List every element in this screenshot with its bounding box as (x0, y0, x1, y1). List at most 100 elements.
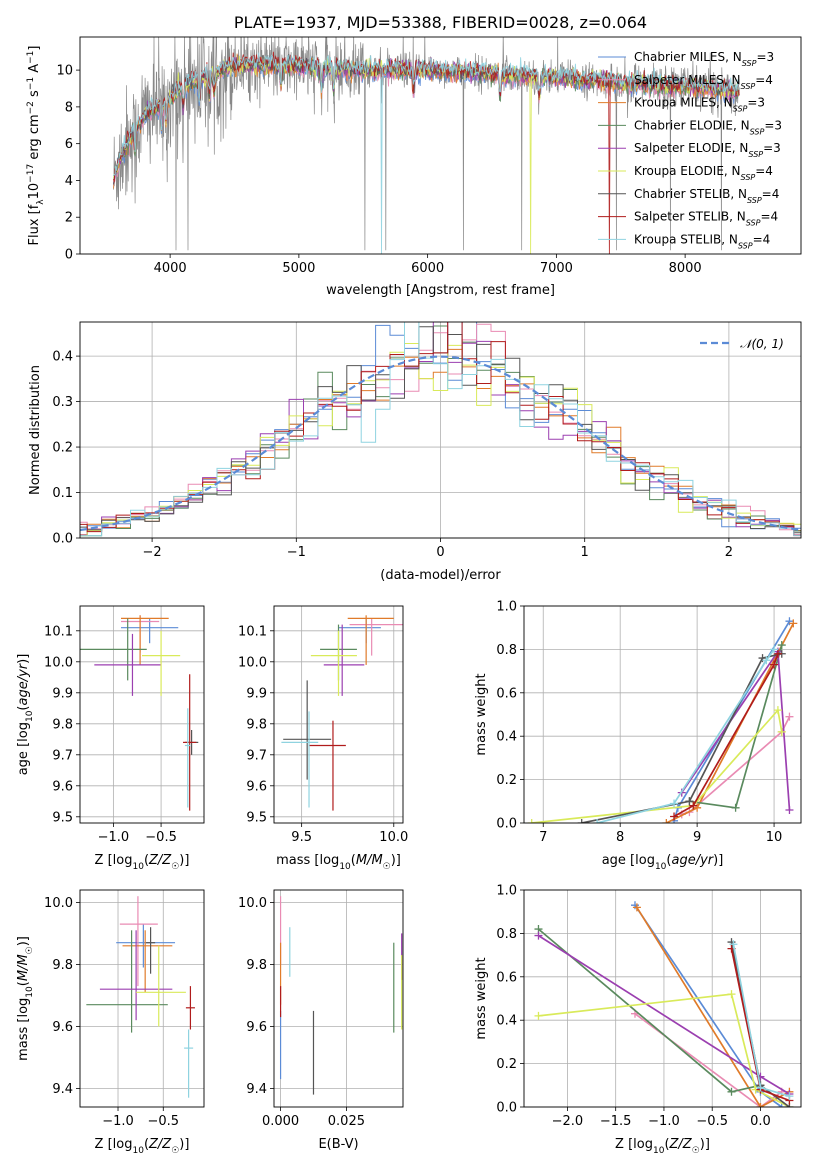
weight-series-salpeter-miles (630, 1009, 786, 1107)
age-z-axes: −1.0 −0.5 9.5 9.6 9.7 9.8 9.9 10.0 10.1 (44, 606, 204, 845)
weight-z-x-axis-label: Z [log10(Z/Z☉)] (615, 1137, 710, 1156)
age-z-frame (79, 605, 205, 824)
weight-marker (593, 819, 602, 823)
errorbar-chabrier-miles (121, 618, 179, 644)
legend-label: Salpeter ELODIE, NSSP=3 (634, 141, 781, 159)
residuals-y-axis-label: Normed distribution (28, 365, 43, 495)
x-tick-label: 6000 (411, 261, 444, 276)
x-tick-label: 8000 (669, 261, 702, 276)
errorbar-salpeter-elodie (94, 633, 162, 696)
legend-label: Chabrier STELIB, NSSP=4 (634, 187, 779, 205)
legend-label: Kroupa ELODIE, NSSP=4 (634, 164, 773, 182)
x-tick-label: 10 (766, 830, 783, 845)
normal-distribution-curve (80, 355, 801, 532)
weight-marker (762, 656, 771, 665)
y-tick-label: 0.0 (496, 1101, 517, 1116)
x-tick-label: −1.0 (648, 1114, 680, 1129)
y-tick-label: 9.8 (246, 958, 267, 973)
x-tick-label: 2 (725, 545, 733, 560)
y-tick-label: 0.6 (496, 686, 517, 701)
y-tick-label: 9.6 (52, 1020, 73, 1035)
y-tick-label: 10.0 (44, 896, 73, 911)
legend-label: Kroupa STELIB, NSSP=4 (634, 232, 770, 250)
errorbar-salpeter-elodie (99, 930, 173, 1021)
x-tick-label: 0.000 (262, 1114, 299, 1129)
weight-marker (577, 819, 586, 823)
histogram-salpeter-stelib (80, 322, 801, 536)
errorbar-kroupa-elodie (142, 630, 181, 696)
weight-marker (727, 990, 736, 999)
y-tick-label: 9.6 (246, 779, 267, 794)
mass-z-x-axis-label: Z [log10(Z/Z☉)] (95, 1137, 190, 1156)
errorbar-salpeter-stelib (309, 720, 346, 811)
legend-label: Salpeter STELIB, NSSP=4 (634, 210, 778, 228)
x-tick-label: −2 (143, 545, 162, 560)
y-tick-label: 10.0 (238, 655, 267, 670)
y-tick-label: 9.5 (246, 810, 267, 825)
y-tick-label: 9.7 (246, 748, 267, 763)
errorbar-chabrier-stelib (146, 927, 156, 974)
ebv-frame (273, 889, 404, 1108)
weight-line (538, 993, 790, 1107)
errorbar-kroupa-miles (121, 615, 169, 665)
errorbar-kroupa-stelib (184, 708, 191, 808)
y-tick-label: 1.0 (496, 884, 517, 899)
weight-marker (777, 641, 786, 650)
y-tick-label: 9.4 (52, 1082, 73, 1097)
x-tick-label: −2.0 (552, 1114, 584, 1129)
y-tick-label: 9.7 (52, 748, 73, 763)
weight-series-salpeter-stelib (670, 649, 782, 821)
y-tick-label: 0.4 (52, 350, 73, 365)
weight-marker (785, 712, 794, 721)
figure-title: PLATE=1937, MJD=53388, FIBERID=0028, z=0… (234, 13, 647, 32)
age-mass-axes: 9.5 10.0 9.5 9.6 9.7 9.8 9.9 10.0 10.1 (238, 606, 408, 845)
legend-label: 𝒩(0, 1) (740, 337, 784, 351)
ebv-x-axis-label: E(B-V) (318, 1137, 358, 1152)
weight-marker (670, 812, 679, 821)
weight-age-frame (523, 605, 802, 824)
x-tick-label: 10.0 (379, 830, 408, 845)
histogram-kroupa-elodie (80, 343, 801, 537)
x-tick-label: 9.5 (291, 830, 312, 845)
spectrum-y-axis-label: Flux [fλ10−17 erg cm−2 s−1 A−1] (26, 46, 46, 246)
weight-marker (685, 797, 694, 806)
y-tick-label: 9.9 (246, 686, 267, 701)
y-tick-label: 9.5 (52, 810, 73, 825)
y-tick-label: 9.9 (52, 686, 73, 701)
weight-z-y-axis-label: mass weight (474, 957, 489, 1039)
mass-z-plot-area (86, 896, 195, 1098)
y-tick-label: 2 (65, 211, 73, 226)
x-tick-label: 7 (539, 830, 547, 845)
y-tick-label: 9.8 (52, 717, 73, 732)
age-z-y-axis-label: age [log10(age/yr)] (16, 654, 35, 776)
mass-z-axes: −1.0 −0.5 9.4 9.6 9.8 10.0 (44, 890, 204, 1129)
x-tick-label: 1 (581, 545, 589, 560)
x-tick-label: 7000 (540, 261, 573, 276)
legend-label: Chabrier MILES, NSSP=3 (634, 50, 774, 68)
y-tick-label: 0.4 (496, 730, 517, 745)
x-tick-label: −1.5 (600, 1114, 632, 1129)
weight-age-x-axis-label: age [log10(age/yr)] (602, 853, 724, 872)
errorbar-kroupa-miles (122, 930, 173, 993)
x-tick-label: 5000 (282, 261, 315, 276)
weight-marker (689, 801, 698, 810)
weight-marker (773, 706, 782, 715)
weight-line (596, 648, 775, 823)
weight-line (673, 653, 779, 818)
weight-z-plot-area (534, 901, 794, 1107)
y-tick-label: 10.0 (44, 655, 73, 670)
weight-age-axes: 7 8 9 10 0.0 0.2 0.4 0.6 0.8 1.0 (496, 600, 801, 845)
residuals-frame (79, 321, 802, 539)
y-tick-label: 0.6 (496, 970, 517, 985)
age-z-x-axis-label: Z [log10(Z/Z☉)] (95, 853, 190, 872)
x-tick-label: −1.0 (102, 1114, 134, 1129)
weight-marker (632, 903, 641, 912)
errorbar-salpeter-miles (349, 618, 403, 656)
x-tick-label: −0.5 (145, 830, 177, 845)
age-mass-plot-area (281, 615, 403, 811)
spectrum-plot-area (113, 37, 740, 254)
weight-marker (727, 1087, 736, 1096)
y-tick-label: 9.4 (246, 1082, 267, 1097)
weight-marker (662, 819, 671, 823)
weight-series-chabrier-miles (630, 901, 786, 1107)
